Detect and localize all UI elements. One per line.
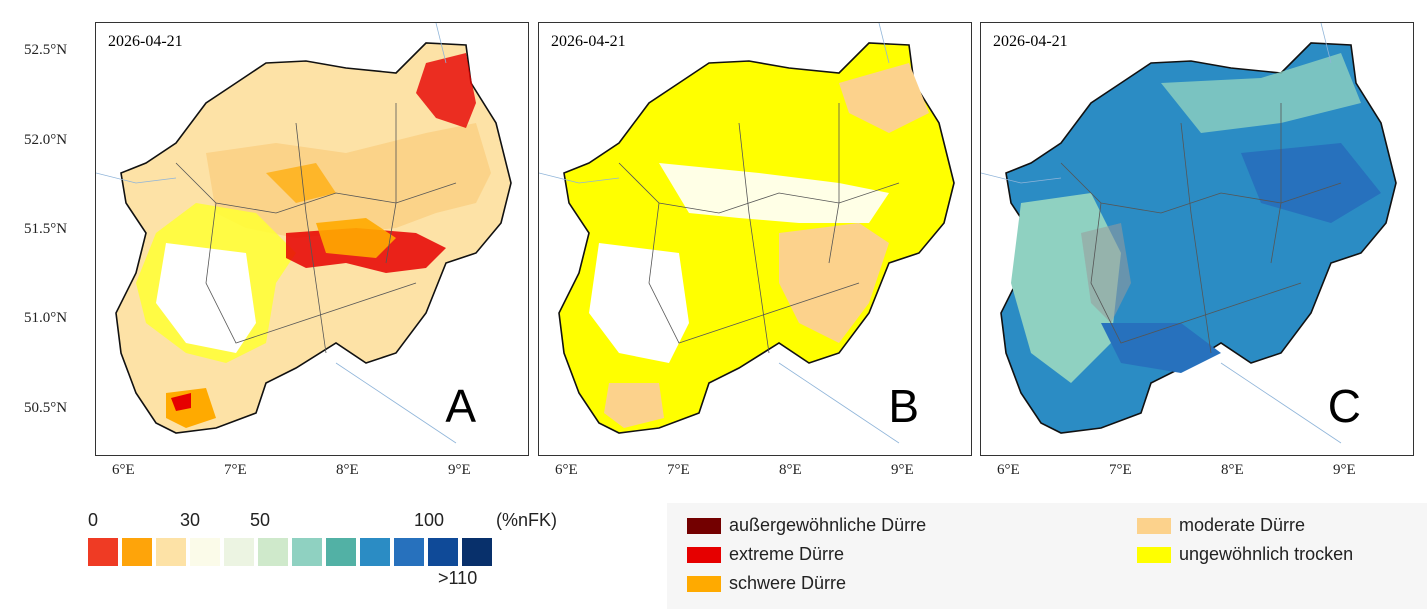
scale-swatch [292,538,322,566]
lon-label: 8°E [336,462,359,478]
lon-label: 9°E [448,462,471,478]
legend-swatch [687,575,721,592]
lat-label: 50.5°N [24,400,68,416]
lat-label: 51.0°N [24,310,68,326]
legend-label: extreme Dürre [729,544,845,564]
scale-swatch [156,538,186,566]
map-date-c: 2026-04-21 [993,33,1068,50]
scale-swatch [258,538,288,566]
lon-label: 9°E [1333,462,1356,478]
legend-item: extreme Dürre [687,544,844,565]
legend-label: schwere Dürre [729,573,847,593]
scale-swatch [462,538,492,566]
lon-label: 8°E [1221,462,1244,478]
drought-map-a [96,23,512,444]
lon-label: 7°E [1109,462,1132,478]
legend-swatch [687,517,721,534]
soil-moisture-map-c [981,23,1397,444]
scale-swatch [88,538,118,566]
lon-label: 6°E [112,462,135,478]
legend-label: ungewöhnlich trocken [1179,544,1354,564]
legend-label: moderate Dürre [1179,515,1306,535]
scale-number: 50 [250,510,271,530]
panel-letter-b: B [888,380,919,432]
scale-number: 100 [414,510,445,530]
scale-swatch [394,538,424,566]
scale-number: 30 [180,510,201,530]
lat-label: 52.5°N [24,42,68,58]
legend-item: ungewöhnlich trocken [1137,544,1353,565]
lon-label: 7°E [667,462,690,478]
drought-legend: außergewöhnliche Dürre extreme Dürre sch… [667,503,1427,609]
lat-label: 51.5°N [24,221,68,237]
map-date-b: 2026-04-21 [551,33,626,50]
lat-label: 52.0°N [24,132,68,148]
legend-item: außergewöhnliche Dürre [687,515,926,536]
lon-label: 7°E [224,462,247,478]
scale-swatch [428,538,458,566]
scale-unit: (%nFK) [496,510,558,530]
drought-map-b [539,23,955,444]
map-panel-c: 2026-04-21 C [980,22,1414,456]
lon-label: 6°E [555,462,578,478]
scale-swatch [326,538,356,566]
scale-swatch [224,538,254,566]
legend-swatch [687,546,721,563]
lon-label: 9°E [891,462,914,478]
scale-number: >110 [438,568,478,588]
legend-item: moderate Dürre [1137,515,1305,536]
map-date-a: 2026-04-21 [108,33,183,50]
map-panel-b: 2026-04-21 B [538,22,972,456]
scale-number: 0 [88,510,99,530]
legend-swatch [1137,546,1171,563]
map-panel-a: 2026-04-21 A [95,22,529,456]
panel-letter-a: A [445,380,476,432]
legend-swatch [1137,517,1171,534]
scale-swatch [190,538,220,566]
lon-label: 6°E [997,462,1020,478]
panel-letter-c: C [1327,380,1361,432]
scale-swatch [360,538,390,566]
legend-label: außergewöhnliche Dürre [729,515,927,535]
legend-item: schwere Dürre [687,573,846,594]
scale-swatch [122,538,152,566]
lon-label: 8°E [779,462,802,478]
